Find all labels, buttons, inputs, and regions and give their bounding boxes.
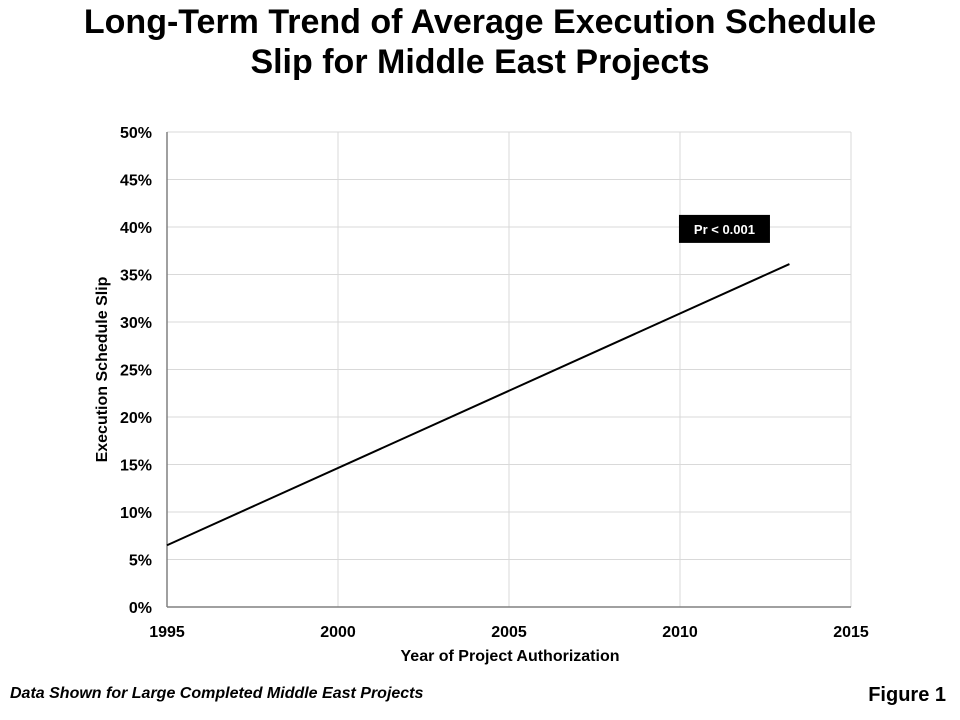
series-group [166,263,790,547]
chart-title: Long-Term Trend of Average Execution Sch… [0,2,960,82]
y-tick-label: 45% [120,173,152,190]
y-tick-label: 35% [120,268,152,285]
title-line-2: Slip for Middle East Projects [250,43,710,81]
y-tick-label: 0% [129,600,152,617]
y-tick-label: 5% [129,553,152,570]
y-tick-label: 30% [120,315,152,332]
y-axis-label: Execution Schedule Slip [94,276,111,462]
annotation-text: Pr < 0.001 [694,222,755,237]
y-tick-label: 15% [120,458,152,475]
grid-lines [167,131,852,607]
trend-line [166,263,790,547]
x-tick-label: 2005 [491,624,527,641]
figure-label: Figure 1 [868,684,946,706]
y-tick-label: 40% [120,220,152,237]
y-tick-label: 50% [120,125,152,142]
footer-note: Data Shown for Large Completed Middle Ea… [10,685,424,702]
y-tick-labels: 0% 5% 10% 15% 20% 25% 30% 35% 40% 45% 50% [120,125,152,617]
y-tick-label: 20% [120,410,152,427]
annotation-group: Pr < 0.001 [678,214,770,243]
y-tick-label: 10% [120,505,152,522]
x-tick-labels: 1995 2000 2005 2010 2015 [149,624,869,641]
annotation-box [678,214,770,243]
x-tick-label: 2015 [833,624,869,641]
y-tick-label: 25% [120,363,152,380]
x-tick-label: 2010 [662,624,698,641]
x-tick-label: 1995 [149,624,185,641]
title-line-1: Long-Term Trend of Average Execution Sch… [83,3,877,41]
x-tick-label: 2000 [320,624,356,641]
x-axis-label: Year of Project Authorization [401,648,620,665]
plot-frame [166,132,851,608]
